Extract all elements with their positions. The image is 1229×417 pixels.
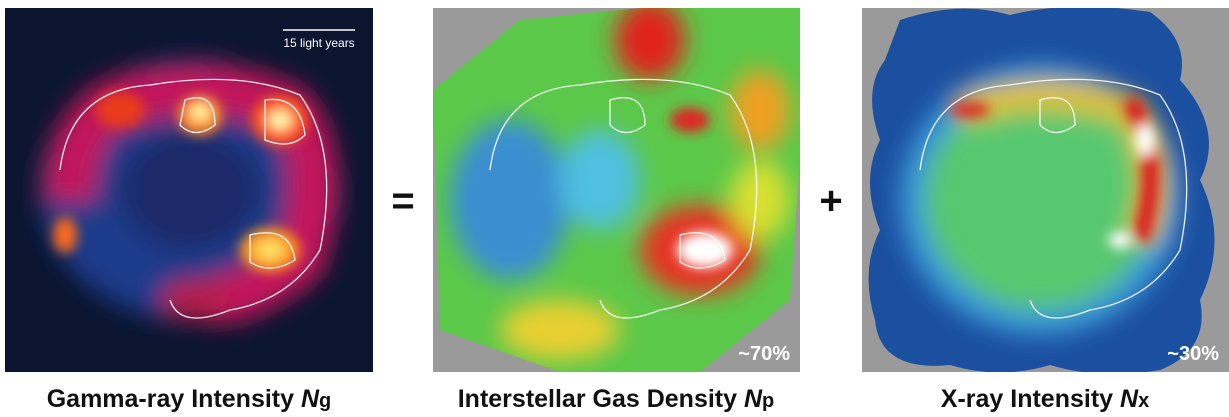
caption-text: Gamma-ray Intensity bbox=[47, 385, 301, 413]
caption-symbol: N bbox=[301, 385, 320, 413]
caption-subscript: p bbox=[762, 390, 774, 412]
gas-density-map: ~70% bbox=[433, 0, 800, 372]
gamma-ray-map: 15 light years bbox=[5, 8, 373, 372]
caption-text: X-ray Intensity bbox=[941, 385, 1120, 413]
caption: X-ray Intensity Nx bbox=[941, 385, 1149, 413]
x-ray-map: ~30% bbox=[862, 8, 1229, 372]
caption-symbol: N bbox=[744, 385, 763, 413]
plus-sign: + bbox=[819, 179, 842, 223]
caption: Gamma-ray Intensity Ng bbox=[47, 385, 332, 413]
caption-symbol: N bbox=[1120, 385, 1139, 413]
scale-label: 15 light years bbox=[283, 36, 354, 50]
fraction-label: ~30% bbox=[1167, 343, 1219, 365]
fraction-label: ~70% bbox=[738, 343, 790, 365]
equals-sign: = bbox=[391, 179, 414, 223]
caption-subscript: x bbox=[1138, 390, 1149, 412]
caption: Interstellar Gas Density Np bbox=[458, 385, 775, 413]
caption-text: Interstellar Gas Density bbox=[458, 385, 744, 413]
figure: 15 light years = ~70% + ~30% Gamma-ray I… bbox=[0, 0, 1229, 417]
caption-subscript: g bbox=[319, 390, 331, 412]
